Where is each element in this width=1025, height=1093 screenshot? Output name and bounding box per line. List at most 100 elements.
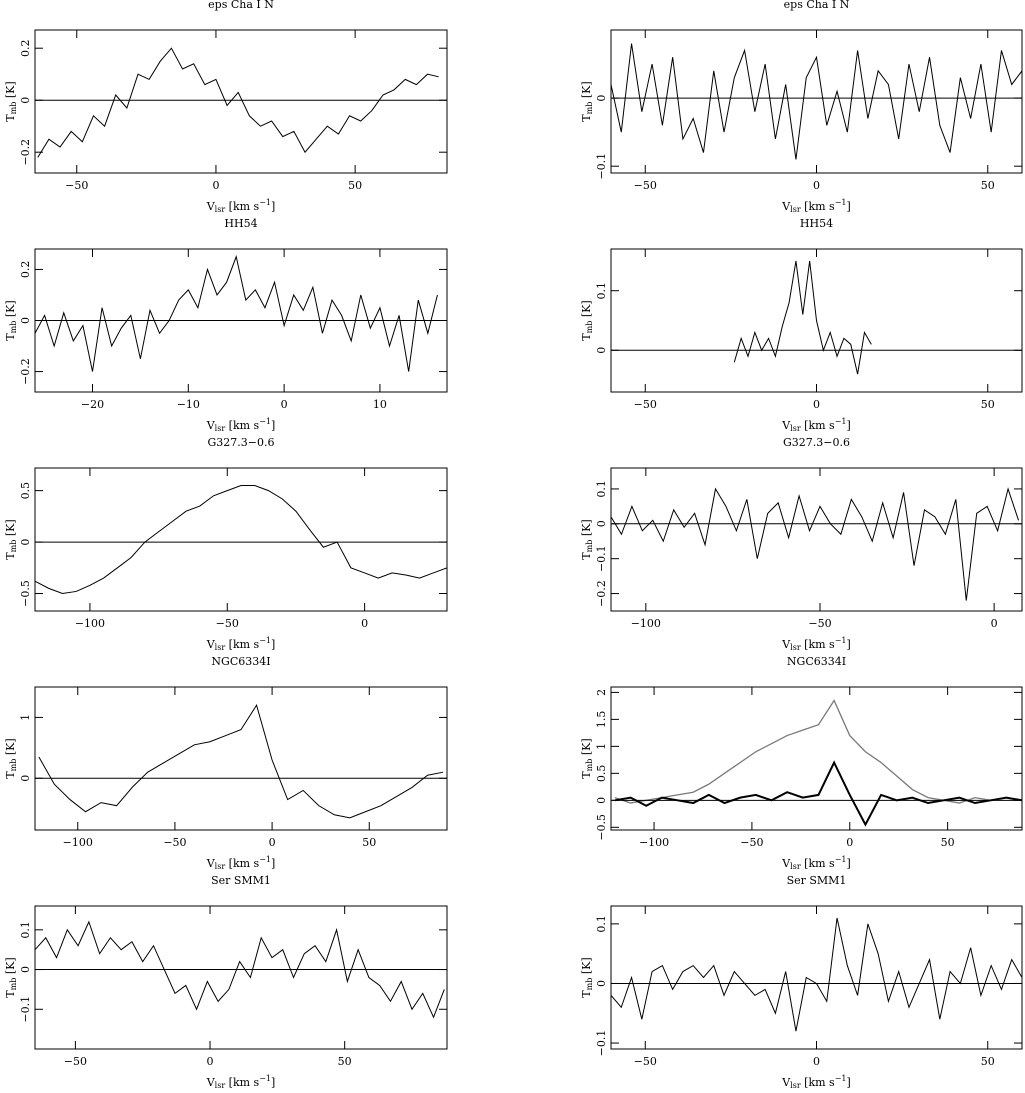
spectrum-line xyxy=(614,760,1022,827)
y-tick-label: −0.1 xyxy=(595,545,608,572)
y-tick-label: 0 xyxy=(595,347,608,354)
y-axis-label-part: mb xyxy=(585,978,594,991)
panel: G327.3−0.6 −100 −50 0 −0.5 0 0.5 Vlsr [km s−1] T… xyxy=(4,436,448,652)
x-axis-label-part: lsr xyxy=(215,1081,226,1090)
spectrum-line xyxy=(35,920,445,1019)
y-axis-label-part: T xyxy=(580,333,593,341)
panel-title: eps Cha I N xyxy=(208,0,274,11)
x-axis-label-part: V xyxy=(206,200,216,213)
x-axis-label-part: ] xyxy=(271,638,275,651)
y-tick-label: 0.2 xyxy=(19,39,32,57)
y-axis-label-part: mb xyxy=(9,978,18,991)
x-tick-label: 0 xyxy=(846,836,853,849)
x-tick-label: 50 xyxy=(981,179,995,192)
x-tick-label: 50 xyxy=(348,179,362,192)
y-tick-label: 1 xyxy=(595,743,608,750)
y-axis-label: Tmb [K] xyxy=(4,738,18,778)
y-tick-label: 0 xyxy=(19,539,32,546)
y-axis-label: Tmb [K] xyxy=(580,957,594,997)
y-axis-label-part: T xyxy=(4,552,17,560)
x-tick-label: −100 xyxy=(639,836,669,849)
x-axis-label-part: lsr xyxy=(790,205,801,214)
x-axis-label-part: ] xyxy=(271,200,275,213)
panel-title: G327.3−0.6 xyxy=(208,436,275,449)
x-tick-label: 0 xyxy=(361,617,368,630)
x-axis-label-part: ] xyxy=(846,200,850,213)
spectrum-line xyxy=(733,260,872,375)
panel-title: HH54 xyxy=(800,217,833,230)
x-tick-label: 0 xyxy=(813,179,820,192)
x-tick-label: −100 xyxy=(631,617,661,630)
x-tick-label: −50 xyxy=(634,1055,657,1068)
x-axis-label: Vlsr [km s−1] xyxy=(781,636,851,652)
y-tick-label: 0.2 xyxy=(19,261,32,279)
y-tick-label: 1.5 xyxy=(595,711,608,729)
y-tick-label: 2 xyxy=(595,689,608,696)
panel: Ser SMM1 −50 0 50 −0.1 0 0.1 Vlsr [km s−1] Tmb [… xyxy=(4,874,448,1090)
y-axis-label-part: mb xyxy=(9,759,18,772)
x-axis-label: Vlsr [km s−1] xyxy=(206,417,276,433)
x-axis-label-part: [km s xyxy=(225,419,259,432)
x-axis-label-part: ] xyxy=(846,419,850,432)
y-tick-label: 0 xyxy=(19,317,32,324)
x-axis-label-part: lsr xyxy=(215,643,226,652)
spectrum-line xyxy=(611,917,1022,1032)
y-axis-label-part: T xyxy=(4,771,17,779)
y-tick-label: −0.2 xyxy=(595,580,608,607)
x-axis-label-part: [km s xyxy=(801,857,835,870)
y-tick-label: −0.1 xyxy=(19,996,32,1023)
x-tick-label: −50 xyxy=(634,398,657,411)
y-axis-label: Tmb [K] xyxy=(4,300,18,340)
x-axis-label: Vlsr [km s−1] xyxy=(781,198,851,214)
y-axis-label-part: [K] xyxy=(4,81,17,101)
x-tick-label: 50 xyxy=(338,1055,352,1068)
x-axis-label-part: V xyxy=(206,857,216,870)
x-tick-label: −50 xyxy=(216,617,239,630)
y-axis-label: Tmb [K] xyxy=(4,957,18,997)
spectrum-line xyxy=(35,484,447,595)
x-tick-label: 0 xyxy=(991,617,998,630)
panel: G327.3−0.6 −100 −50 0 −0.2 −0.1 0 0.1 Vlsr [km s… xyxy=(580,436,1023,652)
y-tick-label: 0.5 xyxy=(595,765,608,783)
y-tick-label: 0 xyxy=(595,980,608,987)
y-axis-label-part: T xyxy=(4,990,17,998)
y-tick-label: 0 xyxy=(595,95,608,102)
y-axis-label: Tmb [K] xyxy=(580,519,594,559)
x-axis-label-part: [km s xyxy=(225,1076,259,1089)
x-tick-label: 10 xyxy=(373,398,387,411)
x-axis-label-part: [km s xyxy=(225,200,259,213)
x-axis-label-part: ] xyxy=(271,857,275,870)
panel-title: Ser SMM1 xyxy=(211,874,271,887)
x-tick-label: −50 xyxy=(808,617,831,630)
y-tick-label: 0.1 xyxy=(595,480,608,498)
panel: HH54 −50 0 50 0 0.1 Vlsr [km s−1] Tmb [K] xyxy=(580,217,1023,433)
x-axis-label: Vlsr [km s−1] xyxy=(781,855,851,871)
x-axis-label-part: [km s xyxy=(225,638,259,651)
x-axis-label-part: −1 xyxy=(835,198,847,207)
panel-title: NGC6334I xyxy=(211,655,270,668)
y-axis-label-part: T xyxy=(580,990,593,998)
y-tick-label: −0.5 xyxy=(19,580,32,607)
x-axis-label-part: −1 xyxy=(259,636,271,645)
x-axis-label-part: [km s xyxy=(801,638,835,651)
plot-frame xyxy=(34,29,448,174)
panel-title: G327.3−0.6 xyxy=(783,436,850,449)
y-axis-label: Tmb [K] xyxy=(580,81,594,121)
panel: NGC6334I −100 −50 0 50 −0.5 0 0.5 1 1.5 2 Vlsr [km … xyxy=(580,655,1023,871)
spectrum-line xyxy=(38,704,444,819)
plot-frame xyxy=(34,686,448,831)
x-axis-label: Vlsr [km s−1] xyxy=(781,417,851,433)
x-tick-label: −50 xyxy=(740,836,763,849)
y-axis-label-part: mb xyxy=(585,759,594,772)
spectrum-line xyxy=(611,487,1019,601)
x-axis-label: Vlsr [km s−1] xyxy=(206,855,276,871)
y-axis-label-part: T xyxy=(4,114,17,122)
x-tick-label: −20 xyxy=(81,398,104,411)
y-axis-label-part: [K] xyxy=(580,738,593,758)
panel: HH54 −20 −10 0 10 −0.2 0 0.2 Vlsr [km s−1] Tmb [K… xyxy=(4,217,448,433)
x-tick-label: −50 xyxy=(64,1055,87,1068)
panel: NGC6334I −100 −50 0 50 0 1 Vlsr [km s−1] Tmb [K] xyxy=(4,655,448,871)
x-axis-label-part: lsr xyxy=(790,862,801,871)
y-axis-label: Tmb [K] xyxy=(580,300,594,340)
x-axis-label-part: lsr xyxy=(215,205,226,214)
